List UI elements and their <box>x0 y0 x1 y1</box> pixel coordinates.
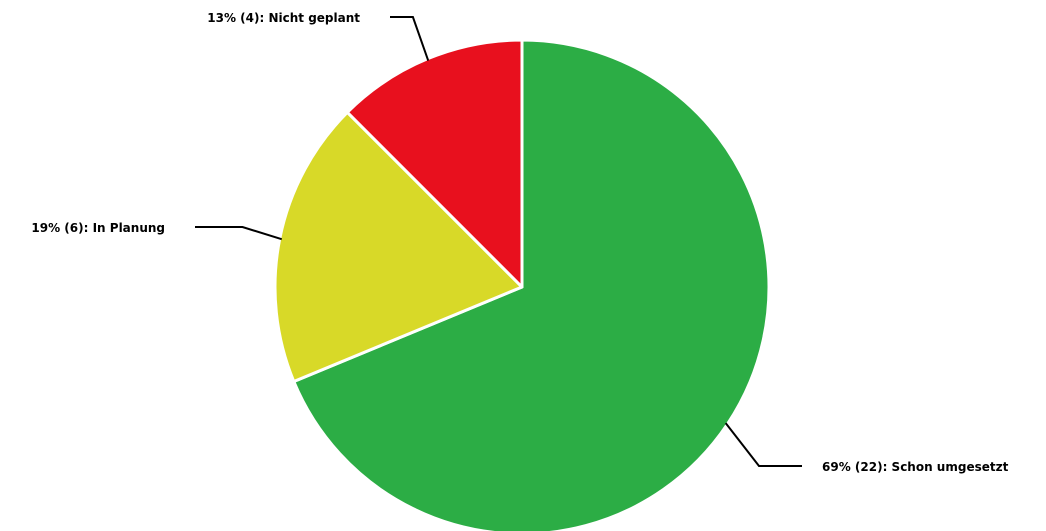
leader-line <box>390 16 430 61</box>
leader-line <box>195 226 282 241</box>
slice-label: 19% (6): In Planung <box>31 221 165 235</box>
slice-labels: 69% (22): Schon umgesetzt 19% (6): In Pla… <box>31 11 1008 474</box>
pie-slices <box>273 38 771 531</box>
leader-line <box>724 422 802 467</box>
slice-label: 13% (4): Nicht geplant <box>207 11 360 25</box>
slice-label: 69% (22): Schon umgesetzt <box>822 460 1009 474</box>
leader-lines <box>195 16 802 467</box>
